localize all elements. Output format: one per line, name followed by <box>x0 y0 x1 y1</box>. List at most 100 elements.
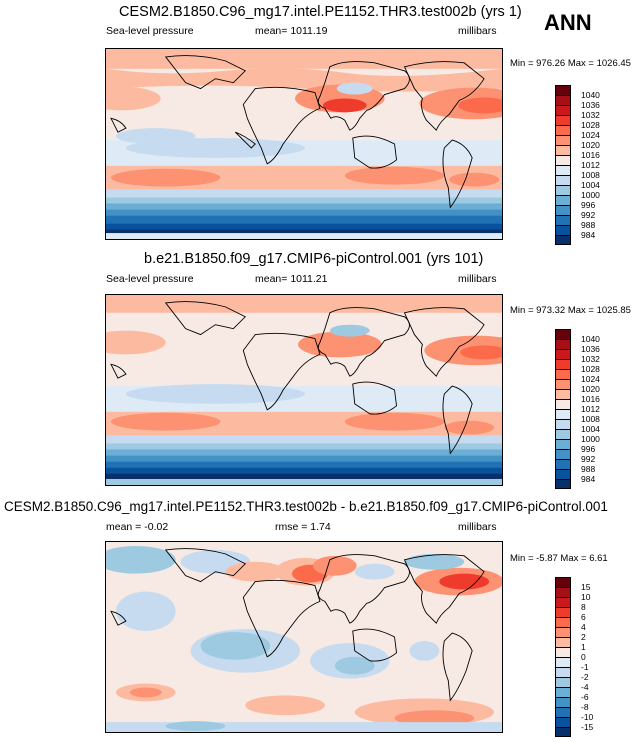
colorbar-label: 1032 <box>581 110 600 120</box>
colorbar-swatch <box>555 85 571 95</box>
colorbar-swatch <box>555 359 571 369</box>
colorbar-swatch <box>555 105 571 115</box>
panel3-title: CESM2.B1850.C96_mg17.intel.PE1152.THR3.t… <box>4 499 608 514</box>
colorbar-label: 1020 <box>581 140 600 150</box>
colorbar-swatch <box>555 687 571 697</box>
colorbar-swatch <box>555 717 571 727</box>
colorbar-swatch <box>555 667 571 677</box>
colorbar-label: 2 <box>581 632 586 642</box>
colorbar-swatch <box>555 697 571 707</box>
colorbar-swatch <box>555 225 571 235</box>
colorbar-label: 1004 <box>581 424 600 434</box>
colorbar-swatch <box>555 647 571 657</box>
colorbar-label: 1024 <box>581 130 600 140</box>
panel2-map-svg <box>106 295 502 485</box>
panel3-mean: mean = -0.02 <box>106 521 169 533</box>
panel1-minmax: Min = 976.26 Max = 1026.45 <box>510 58 631 69</box>
panel3-colorbar <box>555 577 571 737</box>
colorbar-label: 4 <box>581 622 586 632</box>
colorbar-label: 1036 <box>581 100 600 110</box>
colorbar-swatch <box>555 135 571 145</box>
colorbar-label: 1028 <box>581 120 600 130</box>
season-label: ANN <box>544 10 592 35</box>
colorbar-label: 1024 <box>581 374 600 384</box>
colorbar-swatch <box>555 449 571 459</box>
colorbar-label: 988 <box>581 464 596 474</box>
colorbar-swatch <box>555 409 571 419</box>
colorbar-swatch <box>555 379 571 389</box>
colorbar-swatch <box>555 125 571 135</box>
colorbar-swatch <box>555 617 571 627</box>
colorbar-swatch <box>555 587 571 597</box>
panel1-colorbar <box>555 85 571 245</box>
colorbar-label: 1036 <box>581 344 600 354</box>
colorbar-swatch <box>555 459 571 469</box>
panel2-minmax: Min = 973.32 Max = 1025.85 <box>510 305 631 316</box>
colorbar-label: -6 <box>581 692 589 702</box>
colorbar-swatch <box>555 429 571 439</box>
colorbar-label: 996 <box>581 200 596 210</box>
colorbar-label: -10 <box>581 712 594 722</box>
colorbar-swatch <box>555 707 571 717</box>
panel1-units: millibars <box>458 25 497 37</box>
colorbar-swatch <box>555 175 571 185</box>
colorbar-swatch <box>555 145 571 155</box>
panel3-map <box>105 541 503 733</box>
colorbar-label: 0 <box>581 652 586 662</box>
colorbar-label: 1040 <box>581 334 600 344</box>
panel3-units: millibars <box>458 521 497 533</box>
colorbar-label: 1028 <box>581 364 600 374</box>
panel2-variable: Sea-level pressure <box>106 273 194 285</box>
panel1-title: CESM2.B1850.C96_mg17.intel.PE1152.THR3.t… <box>119 4 522 20</box>
colorbar-label: 1 <box>581 642 586 652</box>
colorbar-label: 1000 <box>581 434 600 444</box>
panel2-units: millibars <box>458 273 497 285</box>
colorbar-label: -8 <box>581 702 589 712</box>
colorbar-swatch <box>555 165 571 175</box>
colorbar-swatch <box>555 389 571 399</box>
colorbar-swatch <box>555 597 571 607</box>
colorbar-label: 984 <box>581 230 596 240</box>
colorbar-label: 1016 <box>581 150 600 160</box>
colorbar-label: 1020 <box>581 384 600 394</box>
colorbar-label: -4 <box>581 682 589 692</box>
colorbar-swatch <box>555 439 571 449</box>
colorbar-label: 10 <box>581 592 591 602</box>
colorbar-label: 1040 <box>581 90 600 100</box>
colorbar-swatch <box>555 185 571 195</box>
panel2-colorbar <box>555 329 571 489</box>
colorbar-label: 1016 <box>581 394 600 404</box>
colorbar-swatch <box>555 95 571 105</box>
colorbar-swatch <box>555 339 571 349</box>
colorbar-swatch <box>555 627 571 637</box>
colorbar-label: 1008 <box>581 170 600 180</box>
colorbar-label: 1008 <box>581 414 600 424</box>
colorbar-label: 996 <box>581 444 596 454</box>
colorbar-swatch <box>555 155 571 165</box>
colorbar-label: -2 <box>581 672 589 682</box>
colorbar-label: -15 <box>581 722 594 732</box>
colorbar-swatch <box>555 637 571 647</box>
panel1-mean: mean= 1011.19 <box>255 25 328 37</box>
colorbar-swatch <box>555 115 571 125</box>
colorbar-swatch <box>555 607 571 617</box>
colorbar-swatch <box>555 235 571 245</box>
colorbar-swatch <box>555 657 571 667</box>
panel1-map-svg <box>106 49 502 239</box>
panel2-mean: mean= 1011.21 <box>255 273 328 285</box>
colorbar-label: 992 <box>581 210 596 220</box>
colorbar-swatch <box>555 727 571 737</box>
panel2-map <box>105 294 503 486</box>
panel1-variable: Sea-level pressure <box>106 25 194 37</box>
colorbar-swatch <box>555 369 571 379</box>
colorbar-label: 8 <box>581 602 586 612</box>
panel2-title: b.e21.B1850.f09_g17.CMIP6-piControl.001 … <box>144 251 484 267</box>
colorbar-swatch <box>555 677 571 687</box>
panel3-map-svg <box>106 542 502 732</box>
colorbar-label: 1004 <box>581 180 600 190</box>
colorbar-label: 15 <box>581 582 591 592</box>
colorbar-label: 6 <box>581 612 586 622</box>
colorbar-swatch <box>555 577 571 587</box>
panel3-minmax: Min = -5.87 Max = 6.61 <box>510 553 608 564</box>
colorbar-label: -1 <box>581 662 589 672</box>
